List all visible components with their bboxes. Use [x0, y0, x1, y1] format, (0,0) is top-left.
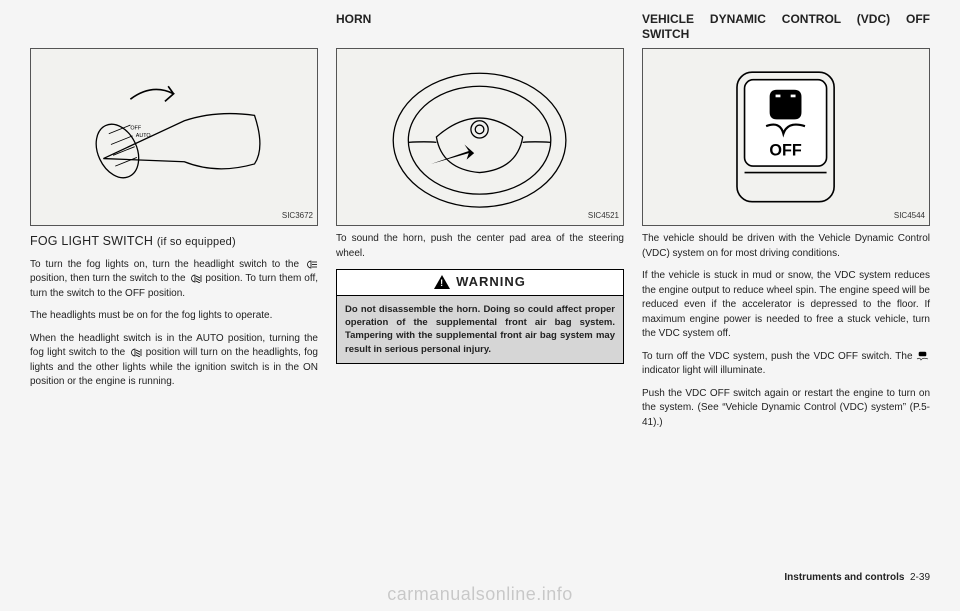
- foglight-icon: [188, 274, 202, 283]
- section-header-left: [30, 12, 318, 42]
- vdc-off-text: OFF: [770, 141, 802, 159]
- subhead-paren: (if so equipped): [157, 236, 236, 248]
- warning-body: Do not disassemble the horn. Doing so co…: [337, 296, 623, 363]
- figure-caption: SIC4521: [588, 210, 619, 222]
- vdc-p3b: indicator light will illuminate.: [642, 365, 765, 376]
- fog-p1a: To turn the fog lights on, turn the head…: [30, 259, 304, 270]
- vdc-p3a: To turn off the VDC system, push the VDC…: [642, 351, 916, 362]
- vdc-p3: To turn off the VDC system, push the VDC…: [642, 350, 930, 379]
- figure-caption: SIC3672: [282, 210, 313, 222]
- watermark: carmanualsonline.info: [0, 584, 960, 605]
- foglight-icon: [128, 348, 142, 357]
- warning-label: WARNING: [456, 273, 526, 292]
- vdc-p1: The vehicle should be driven with the Ve…: [642, 232, 930, 261]
- figure-horn: SIC4521: [336, 48, 624, 226]
- subhead-text: FOG LIGHT SWITCH: [30, 234, 153, 248]
- section-header-vdc: VEHICLE DYNAMIC CONTROL (VDC) OFF SWITCH: [642, 12, 930, 42]
- warning-box: WARNING Do not disassemble the horn. Doi…: [336, 269, 624, 364]
- fog-p3: When the headlight switch is in the AUTO…: [30, 332, 318, 390]
- page-footer: Instruments and controls 2-39: [784, 572, 930, 583]
- horn-p1: To sound the horn, push the center pad a…: [336, 232, 624, 261]
- warning-title: WARNING: [337, 270, 623, 296]
- vdc-switch-illustration: OFF: [654, 56, 917, 218]
- warning-triangle-icon: [434, 275, 450, 289]
- column-left: OFF AUTO SIC3672 FOG LIGHT SWITCH (if so…: [30, 12, 318, 438]
- footer-page: 2-39: [910, 572, 930, 583]
- vdc-indicator-icon: [916, 351, 930, 361]
- section-header-horn: HORN: [336, 12, 624, 42]
- column-middle: HORN SIC4521 To sound the horn, push the…: [336, 12, 624, 438]
- svg-text:AUTO: AUTO: [136, 133, 151, 139]
- manual-page: OFF AUTO SIC3672 FOG LIGHT SWITCH (if so…: [0, 0, 960, 438]
- fog-p2: The headlights must be on for the fog li…: [30, 309, 318, 324]
- vdc-p2: If the vehicle is stuck in mud or snow, …: [642, 269, 930, 342]
- fog-light-subhead: FOG LIGHT SWITCH (if so equipped): [30, 232, 318, 251]
- svg-text:OFF: OFF: [131, 125, 142, 131]
- steering-wheel-illustration: [348, 56, 611, 218]
- fog-p1b: position, then turn the switch to the: [30, 273, 188, 284]
- figure-vdc-switch: OFF SIC4544: [642, 48, 930, 226]
- headlight-icon: [304, 260, 318, 269]
- vdc-p4: Push the VDC OFF switch again or restart…: [642, 387, 930, 431]
- figure-caption: SIC4544: [894, 210, 925, 222]
- figure-fog-switch: OFF AUTO SIC3672: [30, 48, 318, 226]
- column-right: VEHICLE DYNAMIC CONTROL (VDC) OFF SWITCH…: [642, 12, 930, 438]
- fog-switch-illustration: OFF AUTO: [42, 56, 305, 218]
- footer-section: Instruments and controls: [784, 572, 904, 583]
- fog-p1: To turn the fog lights on, turn the head…: [30, 258, 318, 302]
